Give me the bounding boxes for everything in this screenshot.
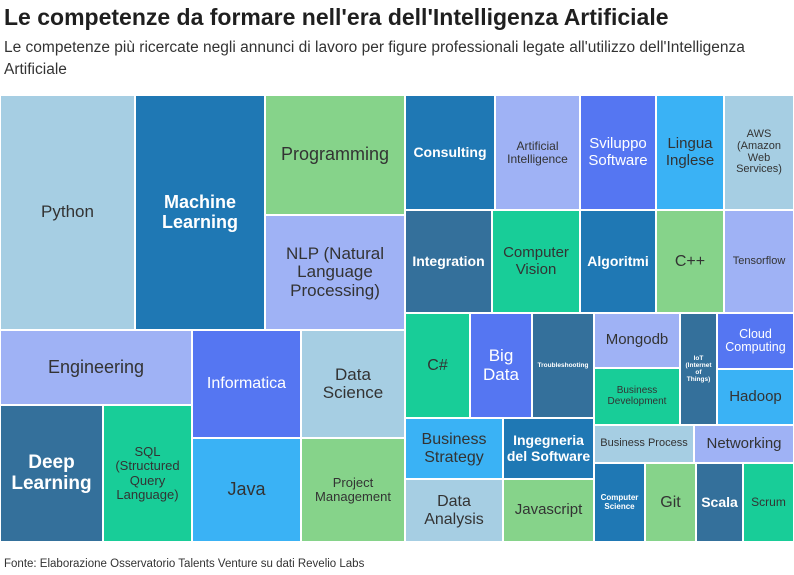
treemap-tile-label: Troubleshooting (537, 361, 589, 369)
treemap-tile-label: Python (41, 202, 94, 222)
treemap-tile[interactable]: IoT (Internet of Things) (680, 313, 717, 425)
treemap-tile-label: Tensorflow (732, 254, 786, 267)
treemap-tile[interactable]: Business Strategy (405, 418, 503, 479)
treemap-tile[interactable]: Lingua Inglese (656, 95, 724, 210)
treemap-tile-label: Business Strategy (421, 431, 487, 466)
treemap-tile[interactable]: Artificial Intelligence (495, 95, 580, 210)
treemap-tile[interactable]: Hadoop (717, 369, 794, 425)
treemap-tile[interactable]: Engineering (0, 330, 192, 405)
treemap-tile[interactable]: Networking (694, 425, 794, 463)
treemap-tile[interactable]: Java (192, 438, 301, 542)
treemap-tile-label: Algoritmi (587, 252, 649, 269)
treemap-tile[interactable]: Business Process (594, 425, 694, 463)
treemap-tile[interactable]: Business Development (594, 368, 680, 425)
treemap-tile[interactable]: Python (0, 95, 135, 330)
treemap-tile-label: Networking (706, 434, 782, 452)
treemap-tile-label: Scala (701, 493, 738, 510)
treemap-tile[interactable]: Mongodb (594, 313, 680, 368)
treemap-tile[interactable]: Javascript (503, 479, 594, 542)
treemap-tile-label: Mongodb (605, 331, 669, 349)
treemap-tile-label: Hadoop (729, 387, 782, 405)
treemap-tile-label: IoT (Internet of Things) (685, 354, 712, 384)
treemap-tile-label: Computer Science (600, 492, 639, 511)
treemap-tile[interactable]: C++ (656, 210, 724, 313)
treemap-tile[interactable]: NLP (Natural Language Processing) (265, 215, 405, 330)
treemap-tile[interactable]: C# (405, 313, 470, 418)
treemap-tile[interactable]: Sviluppo Software (580, 95, 656, 210)
treemap-tile-label: Engineering (47, 356, 145, 377)
treemap-tile-label: Ingegneria del Software (506, 432, 591, 464)
treemap-tile[interactable]: Informatica (192, 330, 301, 438)
treemap-tile-label: Java (227, 479, 266, 500)
treemap-tile[interactable]: Tensorflow (724, 210, 794, 313)
treemap-tile-label: SQL (Structured Query Language) (115, 444, 180, 502)
treemap-tile[interactable]: Project Management (301, 438, 405, 542)
treemap: Python Machine Learning Programming NLP (Na… (0, 95, 794, 542)
treemap-tile-label: Computer Vision (503, 244, 569, 278)
treemap-tile[interactable]: Consulting (405, 95, 495, 210)
treemap-tile-label: Data Science (322, 364, 384, 402)
treemap-tile-label: Data Analysis (424, 493, 484, 528)
treemap-tile[interactable]: Data Science (301, 330, 405, 438)
treemap-tile[interactable]: Data Analysis (405, 479, 503, 542)
treemap-tile-label: Git (660, 493, 681, 511)
treemap-tile[interactable]: Cloud Computing (717, 313, 794, 369)
treemap-tile-label: Consulting (413, 143, 487, 160)
chart-title: Le competenze da formare nell'era dell'I… (4, 4, 669, 30)
treemap-tile-label: NLP (Natural Language Processing) (286, 243, 384, 300)
treemap-tile[interactable]: Machine Learning (135, 95, 265, 330)
treemap-tile-label: Cloud Computing (725, 326, 786, 354)
treemap-tile-label: AWS (Amazon Web Services) (736, 127, 782, 176)
treemap-tile[interactable]: Programming (265, 95, 405, 215)
treemap-tile[interactable]: SQL (Structured Query Language) (103, 405, 192, 542)
treemap-tile[interactable]: Git (645, 463, 696, 542)
treemap-tile-label: Project Management (315, 474, 391, 504)
source-note: Fonte: Elaborazione Osservatorio Talents… (4, 558, 365, 570)
treemap-tile-label: Integration (412, 252, 485, 269)
treemap-tile-label: Lingua Inglese (665, 135, 715, 169)
treemap-tile[interactable]: Integration (405, 210, 492, 313)
treemap-tile[interactable]: Deep Learning (0, 405, 103, 542)
treemap-tile[interactable]: AWS (Amazon Web Services) (724, 95, 794, 210)
treemap-tile[interactable]: Algoritmi (580, 210, 656, 313)
treemap-tile[interactable]: Scrum (743, 463, 794, 542)
treemap-tile[interactable]: Computer Vision (492, 210, 580, 313)
treemap-tile-label: Business Development (607, 384, 667, 407)
treemap-tile-label: Javascript (514, 501, 583, 519)
treemap-tile-label: Artificial Intelligence (507, 138, 568, 166)
treemap-tile-label: Scrum (751, 495, 786, 510)
treemap-tile[interactable]: Ingegneria del Software (503, 418, 594, 479)
treemap-tile-label: C# (427, 356, 448, 374)
treemap-tile-label: Deep Learning (11, 451, 92, 494)
treemap-tile[interactable]: Troubleshooting (532, 313, 594, 418)
treemap-tile[interactable]: Big Data (470, 313, 532, 418)
treemap-tile-label: Informatica (206, 375, 287, 393)
treemap-tile-label: Machine Learning (161, 192, 238, 232)
treemap-tile[interactable]: Scala (696, 463, 743, 542)
treemap-tile[interactable]: Computer Science (594, 463, 645, 542)
treemap-tile-label: C++ (674, 252, 706, 270)
treemap-tile-label: Sviluppo Software (588, 135, 648, 169)
treemap-tile-label: Business Process (600, 437, 688, 450)
chart-subtitle: Le competenze più ricercate negli annunc… (4, 39, 745, 78)
treemap-tile-label: Programming (280, 144, 390, 165)
treemap-tile-label: Big Data (483, 346, 519, 384)
